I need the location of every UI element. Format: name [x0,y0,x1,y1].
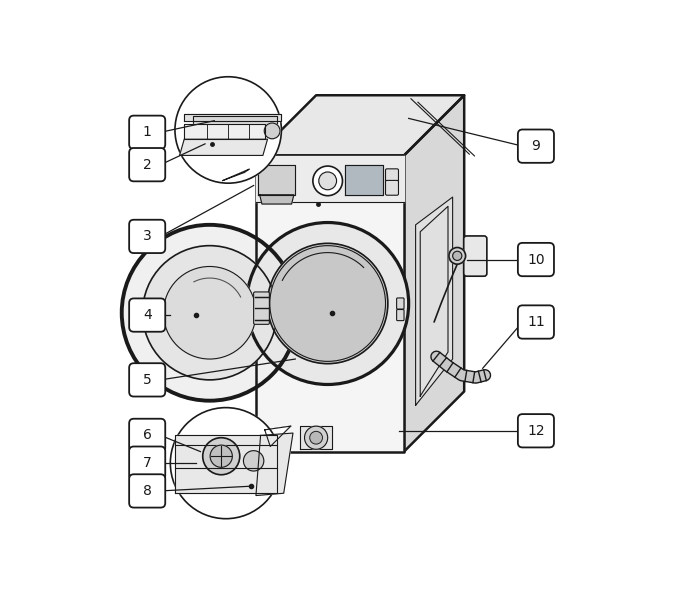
Circle shape [310,432,322,444]
FancyBboxPatch shape [129,299,165,332]
Polygon shape [415,197,453,405]
Polygon shape [345,165,384,195]
Polygon shape [256,156,404,202]
Text: 9: 9 [532,139,541,153]
FancyBboxPatch shape [129,148,165,182]
Circle shape [265,123,280,139]
Text: 1: 1 [143,125,152,139]
Text: 10: 10 [527,252,545,266]
Polygon shape [265,426,290,447]
Circle shape [163,266,256,359]
FancyBboxPatch shape [129,363,165,397]
Text: 7: 7 [143,456,152,470]
FancyBboxPatch shape [518,129,554,163]
FancyBboxPatch shape [129,419,165,452]
Polygon shape [180,139,267,156]
Polygon shape [256,433,293,496]
Polygon shape [223,169,249,180]
Text: 2: 2 [143,157,152,172]
Circle shape [319,172,337,190]
FancyBboxPatch shape [518,305,554,339]
FancyBboxPatch shape [396,310,404,320]
Text: 6: 6 [143,429,152,442]
Polygon shape [256,95,464,156]
FancyBboxPatch shape [129,474,165,508]
Circle shape [122,225,298,401]
FancyBboxPatch shape [396,298,404,309]
Polygon shape [175,435,277,493]
Polygon shape [258,165,295,195]
Polygon shape [300,426,333,450]
FancyBboxPatch shape [518,414,554,447]
FancyBboxPatch shape [129,220,165,253]
Polygon shape [194,116,277,130]
Text: 4: 4 [143,308,152,322]
Circle shape [453,251,462,260]
Circle shape [210,445,233,468]
FancyBboxPatch shape [129,115,165,149]
FancyBboxPatch shape [518,243,554,276]
Circle shape [203,438,240,475]
Circle shape [247,222,409,385]
FancyBboxPatch shape [129,447,165,480]
Circle shape [449,248,466,264]
Circle shape [270,246,386,361]
FancyBboxPatch shape [386,180,398,195]
Circle shape [170,407,282,519]
FancyBboxPatch shape [386,169,398,184]
Text: 11: 11 [527,315,545,329]
Polygon shape [184,124,265,139]
Circle shape [267,243,388,364]
Polygon shape [260,195,294,204]
Circle shape [175,77,282,183]
Polygon shape [404,95,464,451]
Circle shape [143,246,277,380]
Text: 3: 3 [143,230,152,243]
FancyBboxPatch shape [254,292,269,325]
Circle shape [313,166,343,196]
Circle shape [305,426,328,450]
Text: 5: 5 [143,373,152,387]
Polygon shape [256,156,404,451]
FancyBboxPatch shape [464,236,487,276]
Text: 12: 12 [527,424,545,438]
Polygon shape [184,114,282,121]
Text: 8: 8 [143,484,152,498]
Circle shape [243,451,264,471]
